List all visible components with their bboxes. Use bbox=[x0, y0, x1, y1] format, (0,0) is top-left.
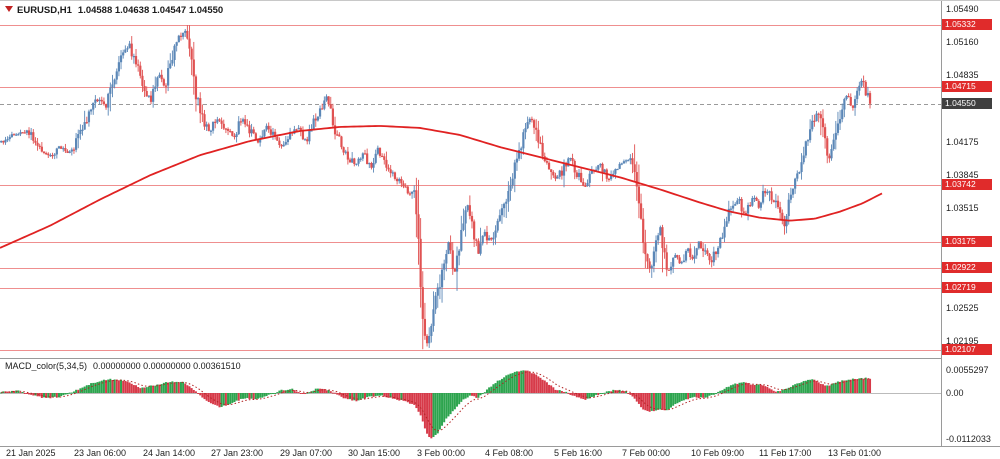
time-axis-label: 5 Feb 16:00 bbox=[554, 448, 603, 458]
time-axis-label: 11 Feb 17:00 bbox=[759, 448, 812, 458]
price-axis-label: 1.04175 bbox=[946, 136, 979, 147]
macd-axis-label: -0.0112033 bbox=[946, 434, 991, 444]
macd-indicator-canvas[interactable] bbox=[0, 359, 941, 446]
ohlc-values: 1.04588 1.04638 1.04547 1.04550 bbox=[77, 5, 224, 16]
macd-axis-label: 0.0055297 bbox=[946, 365, 989, 376]
time-axis-label: 21 Jan 2025 bbox=[6, 448, 56, 458]
price-level-badge: 1.05332 bbox=[942, 18, 992, 30]
price-axis-label: 1.03845 bbox=[946, 169, 979, 180]
macd-indicator-name: MACD_color(5,34,5) bbox=[5, 361, 88, 371]
time-axis-label: 29 Jan 07:00 bbox=[280, 448, 333, 458]
price-level-badge: 1.02107 bbox=[942, 344, 992, 356]
current-price-badge: 1.04550 bbox=[942, 97, 992, 109]
macd-axis-label: 0.00 bbox=[946, 388, 964, 398]
panel-divider[interactable] bbox=[0, 358, 1000, 359]
time-axis-label: 23 Jan 06:00 bbox=[74, 448, 127, 458]
macd-header: MACD_color(5,34,5) 0.00000000 0.00000000 … bbox=[5, 361, 241, 371]
time-axis-label: 3 Feb 00:00 bbox=[417, 448, 466, 458]
time-axis-label: 4 Feb 08:00 bbox=[485, 448, 534, 458]
chart-ohlc-header: EURUSD,H1 1.04588 1.04638 1.04547 1.04550 bbox=[5, 5, 223, 16]
time-axis-label: 24 Jan 14:00 bbox=[143, 448, 196, 458]
price-chart-canvas[interactable] bbox=[0, 1, 941, 358]
price-axis-label: 1.03515 bbox=[946, 203, 979, 214]
time-axis-label: 13 Feb 01:00 bbox=[828, 448, 882, 458]
symbol-timeframe-label: EURUSD,H1 bbox=[17, 5, 72, 16]
price-axis[interactable]: 1.05490 1.05160 1.04835 1.04175 1.03845 1.035… bbox=[941, 1, 1000, 446]
price-level-badge: 1.03175 bbox=[942, 236, 992, 248]
price-level-badge: 1.04715 bbox=[942, 81, 992, 93]
time-axis-label: 7 Feb 00:00 bbox=[622, 448, 671, 458]
price-axis-label: 1.05490 bbox=[946, 3, 979, 14]
price-axis-label: 1.04835 bbox=[946, 70, 979, 80]
time-axis-label: 27 Jan 23:00 bbox=[211, 448, 264, 458]
price-level-badge: 1.03742 bbox=[942, 179, 992, 191]
time-axis-label: 10 Feb 09:00 bbox=[691, 448, 745, 458]
price-level-badge: 1.02719 bbox=[942, 282, 992, 294]
symbol-marker-icon bbox=[5, 6, 13, 12]
price-axis-label: 1.02195 bbox=[946, 336, 979, 347]
time-axis-divider bbox=[0, 446, 1000, 447]
time-axis-label: 30 Jan 15:00 bbox=[348, 448, 401, 458]
price-axis-label: 1.02525 bbox=[946, 302, 979, 313]
price-axis-label: 1.05160 bbox=[946, 37, 979, 48]
price-level-badge: 1.02922 bbox=[942, 261, 992, 273]
time-axis[interactable]: 21 Jan 2025 23 Jan 06:00 24 Jan 14:00 27 Ja… bbox=[0, 447, 941, 459]
macd-values: 0.00000000 0.00000000 0.00361510 bbox=[93, 361, 241, 371]
